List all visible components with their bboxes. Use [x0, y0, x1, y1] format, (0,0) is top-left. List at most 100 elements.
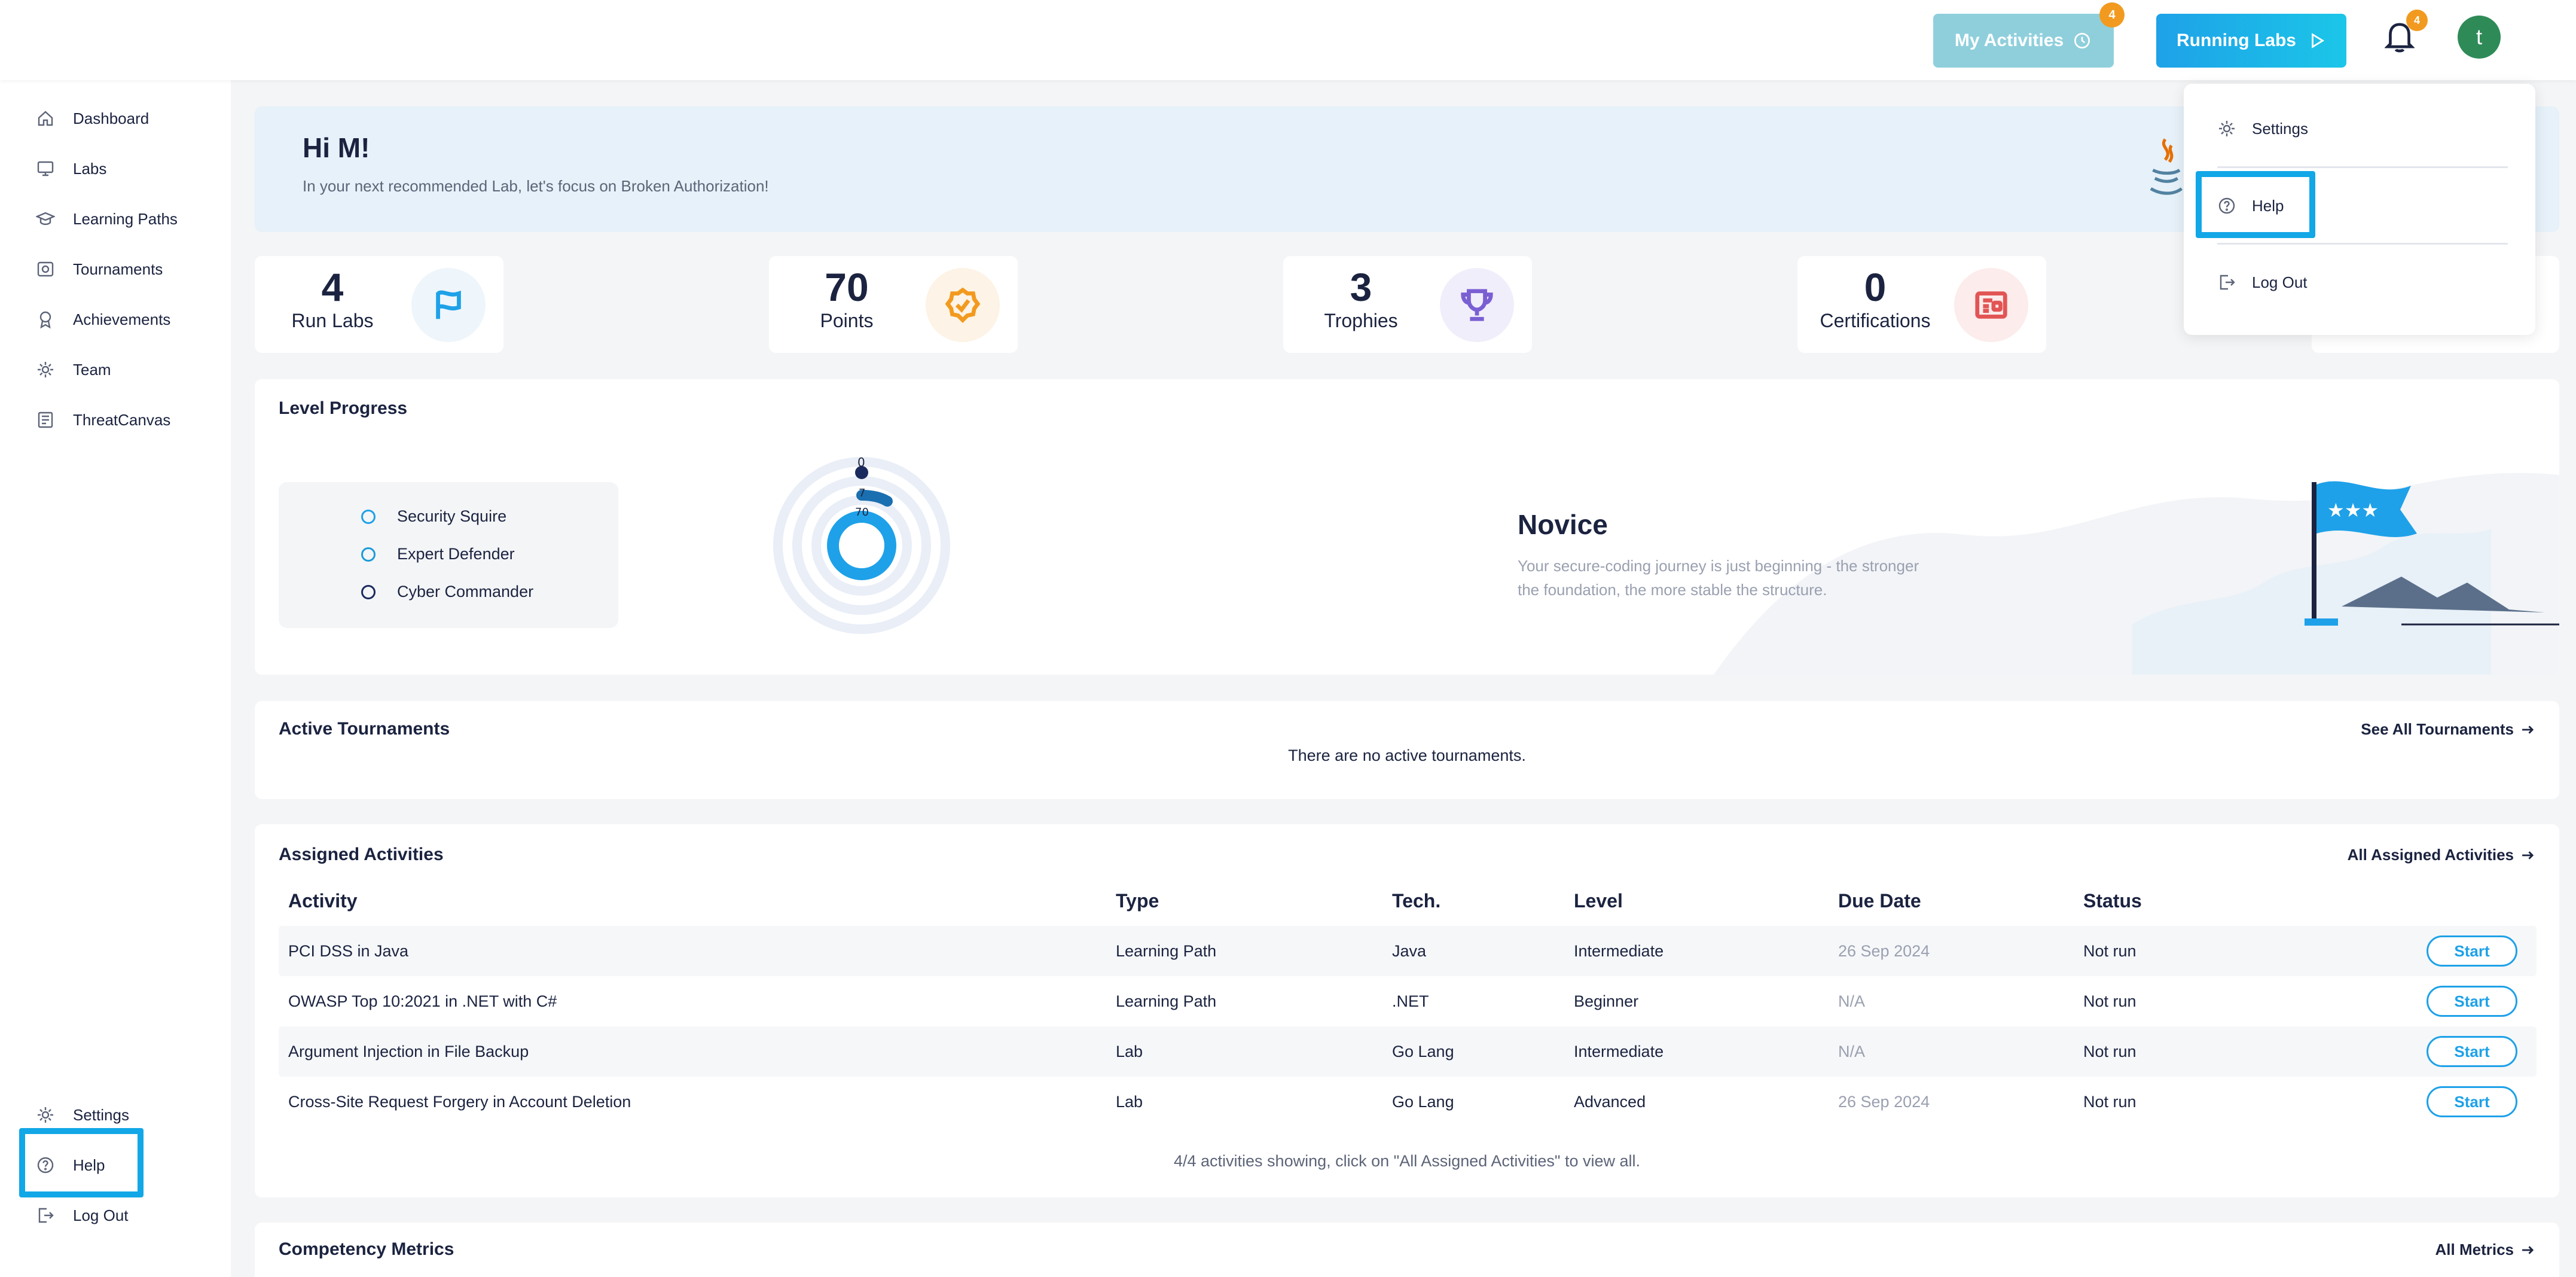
bell-icon	[2384, 23, 2415, 53]
monitor-icon	[37, 161, 54, 176]
stat-value: 3	[1350, 265, 1372, 309]
running-labs-button[interactable]: Running Labs	[2156, 14, 2346, 68]
profile-dropdown-menu: Settings Help Log Out	[2184, 84, 2535, 335]
landscape-illustration: ★★★	[1714, 473, 2559, 675]
level-legend: Security Squire Expert Defender Cyber Co…	[279, 482, 618, 628]
topbar: My Activities 4 Running Labs 4 t	[0, 0, 2576, 80]
sidebar-item-label: Learning Paths	[73, 209, 178, 228]
arrow-right-icon	[2522, 1245, 2534, 1254]
avatar[interactable]: t	[2458, 16, 2501, 59]
assigned-activities-card: Assigned Activities All Assigned Activit…	[255, 824, 2559, 1197]
empty-tournaments-message: There are no active tournaments.	[1288, 746, 1526, 764]
due-date-cell: N/A	[1838, 1042, 1866, 1060]
legend-label: Security Squire	[397, 507, 507, 525]
due-date-cell: N/A	[1838, 992, 1866, 1010]
help-circle-icon	[2218, 197, 2235, 214]
recommendation-text: In your next recommended Lab, let's focu…	[303, 177, 769, 195]
status-cell: Not run	[2083, 992, 2137, 1010]
sidebar-item-label: Dashboard	[73, 109, 149, 127]
canvas-icon	[38, 412, 53, 428]
gear-icon	[38, 1107, 53, 1123]
legend-dot	[361, 547, 376, 562]
sidebar-item-label: Achievements	[73, 310, 171, 328]
sidebar-item-threatcanvas[interactable]: ThreatCanvas	[36, 402, 170, 438]
welcome-banner: Hi M! In your next recommended Lab, let'…	[255, 106, 2559, 232]
table-row: Argument Injection in File Backup Lab Go…	[279, 1026, 2537, 1077]
status-cell: Not run	[2083, 941, 2137, 960]
type-cell: Lab	[1116, 1042, 1143, 1060]
level-cell: Beginner	[1574, 992, 1639, 1010]
stat-card-trophies: 3 Trophies	[1283, 256, 1532, 353]
level-cell: Advanced	[1574, 1092, 1646, 1111]
greeting: Hi M!	[303, 132, 370, 163]
sidebar-item-dashboard[interactable]: Dashboard	[36, 100, 149, 136]
badge-check-icon	[926, 268, 1000, 342]
level-progress-title: Level Progress	[279, 398, 408, 418]
sidebar-item-learning-paths[interactable]: Learning Paths	[36, 201, 178, 237]
notifications-button[interactable]	[2384, 20, 2415, 56]
start-button[interactable]: Start	[2427, 1086, 2517, 1117]
legend-item: Security Squire	[361, 507, 506, 526]
stat-card-certifications: 0 Certifications	[1797, 256, 2046, 353]
type-cell: Learning Path	[1116, 941, 1217, 960]
table-row: OWASP Top 10:2021 in .NET with C# Learni…	[279, 976, 2537, 1026]
menu-item-label: Help	[2252, 196, 2284, 215]
logout-icon	[38, 1208, 54, 1223]
my-activities-button[interactable]: My Activities	[1933, 14, 2114, 68]
menu-item-logout[interactable]: Log Out	[2217, 264, 2308, 300]
see-all-tournaments-link[interactable]: See All Tournaments	[2361, 720, 2535, 739]
sidebar-item-settings[interactable]: Settings	[36, 1097, 129, 1133]
all-metrics-link[interactable]: All Metrics	[2435, 1241, 2536, 1259]
sidebar-item-label: Team	[73, 360, 111, 379]
medal-icon	[39, 311, 51, 329]
legend-item: Expert Defender	[361, 545, 515, 563]
type-cell: Lab	[1116, 1092, 1143, 1111]
stat-label: Trophies	[1324, 310, 1398, 331]
level-progress-card: Level Progress ★★★ Security Squire Exper…	[255, 379, 2559, 675]
level-progress-rings: 0 7 70	[773, 455, 950, 634]
ring-label: 7	[859, 487, 865, 499]
sidebar-item-label: Log Out	[73, 1206, 129, 1224]
competency-metrics-title: Competency Metrics	[279, 1239, 454, 1259]
running-labs-label: Running Labs	[2177, 31, 2296, 50]
table-row: PCI DSS in Java Learning Path Java Inter…	[279, 926, 2537, 976]
sidebar-item-tournaments[interactable]: Tournaments	[36, 251, 163, 287]
trophy-icon	[1440, 268, 1514, 342]
activity-cell: PCI DSS in Java	[288, 941, 409, 960]
sidebar-item-labs[interactable]: Labs	[36, 151, 106, 187]
sidebar-item-label: Settings	[73, 1105, 129, 1124]
legend-item: Cyber Commander	[361, 583, 533, 601]
menu-item-help[interactable]: Help	[2217, 188, 2284, 224]
menu-divider	[2217, 243, 2508, 245]
sidebar-item-logout[interactable]: Log Out	[36, 1197, 129, 1233]
play-icon	[2312, 33, 2325, 48]
java-logo-icon	[2150, 138, 2183, 195]
start-button[interactable]: Start	[2427, 935, 2517, 967]
activity-cell: Argument Injection in File Backup	[288, 1042, 529, 1060]
start-button[interactable]: Start	[2427, 986, 2517, 1017]
link-label: See All Tournaments	[2361, 720, 2514, 738]
flag-icon	[411, 268, 486, 342]
legend-dot	[361, 584, 376, 599]
graduation-cap-icon	[36, 212, 55, 225]
column-header: Type	[1116, 890, 1159, 912]
tech-cell: Java	[1392, 941, 1427, 960]
tech-cell: Go Lang	[1392, 1092, 1454, 1111]
menu-item-settings[interactable]: Settings	[2217, 111, 2308, 147]
tournament-icon	[37, 261, 54, 277]
sidebar-item-achievements[interactable]: Achievements	[36, 301, 170, 337]
tech-cell: Go Lang	[1392, 1042, 1454, 1060]
level-cell: Intermediate	[1574, 1042, 1664, 1060]
ring-label: 0	[857, 455, 865, 470]
sidebar-item-label: ThreatCanvas	[73, 410, 171, 429]
sidebar-item-help[interactable]: Help	[36, 1147, 105, 1183]
stat-label: Points	[820, 310, 874, 331]
gear-icon	[2219, 121, 2235, 136]
sidebar-item-label: Tournaments	[73, 260, 163, 278]
column-header: Due Date	[1838, 890, 1921, 912]
due-date-cell: 26 Sep 2024	[1838, 941, 1930, 960]
sidebar-item-team[interactable]: Team	[36, 352, 111, 388]
all-assigned-activities-link[interactable]: All Assigned Activities	[2348, 846, 2535, 864]
start-button[interactable]: Start	[2427, 1036, 2517, 1067]
assigned-activities-title: Assigned Activities	[279, 845, 444, 864]
